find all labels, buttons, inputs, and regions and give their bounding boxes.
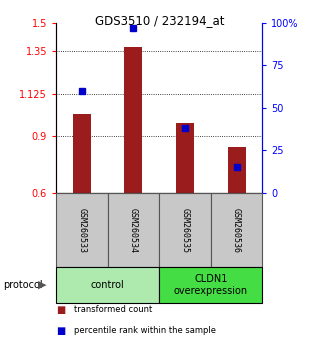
Text: GSM260534: GSM260534 xyxy=(129,207,138,253)
Bar xyxy=(73,114,91,193)
Bar xyxy=(108,193,159,267)
Bar xyxy=(211,193,262,267)
Text: CLDN1
overexpression: CLDN1 overexpression xyxy=(174,274,248,296)
Text: GSM260536: GSM260536 xyxy=(232,207,241,253)
Text: ■: ■ xyxy=(56,305,65,315)
Bar xyxy=(56,267,159,303)
Text: GSM260535: GSM260535 xyxy=(180,207,189,253)
Text: GSM260533: GSM260533 xyxy=(77,207,86,253)
Bar xyxy=(124,47,142,193)
Bar xyxy=(176,123,194,193)
Text: ■: ■ xyxy=(56,326,65,336)
Text: control: control xyxy=(91,280,124,290)
Bar xyxy=(159,193,211,267)
Text: transformed count: transformed count xyxy=(74,305,152,314)
Bar xyxy=(56,193,108,267)
Text: percentile rank within the sample: percentile rank within the sample xyxy=(74,326,216,336)
Text: protocol: protocol xyxy=(3,280,43,290)
Bar xyxy=(159,267,262,303)
Bar xyxy=(228,147,246,193)
Text: GDS3510 / 232194_at: GDS3510 / 232194_at xyxy=(95,14,225,27)
Text: ▶: ▶ xyxy=(38,280,47,290)
